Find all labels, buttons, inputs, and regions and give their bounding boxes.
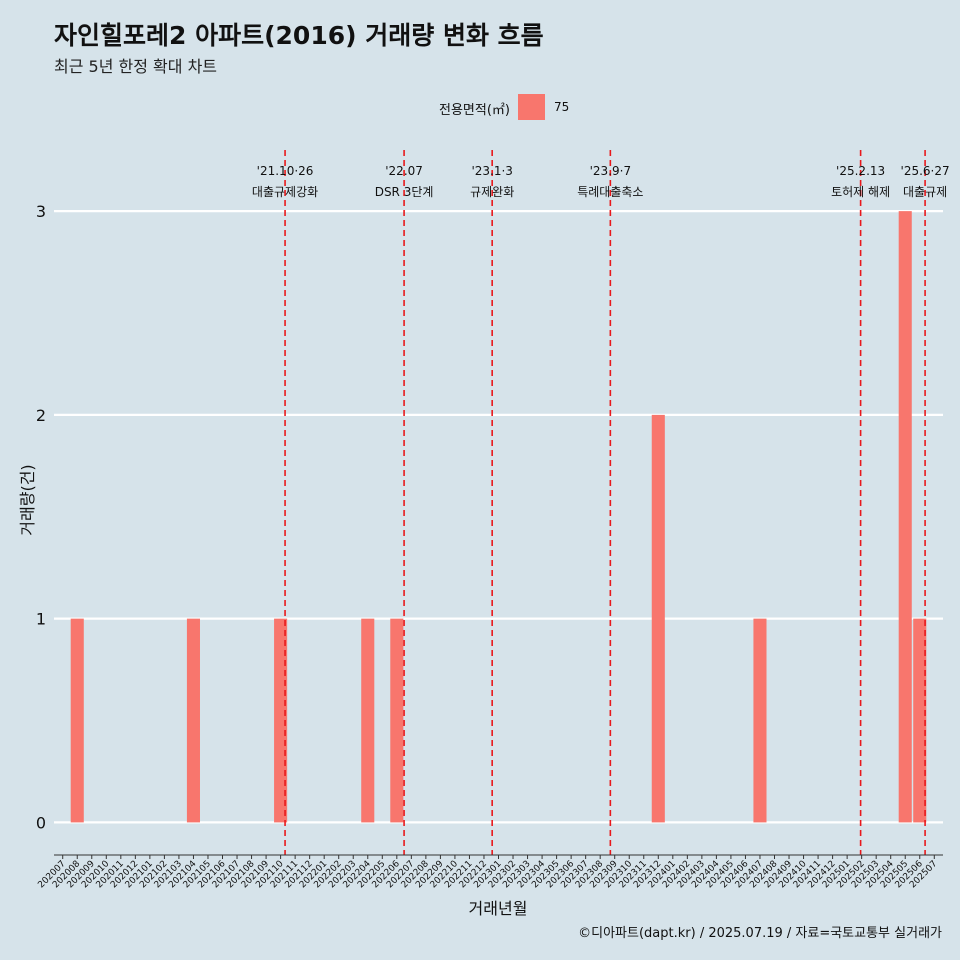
- event-label: 대출규제강화: [252, 185, 318, 199]
- y-tick-label: 1: [36, 610, 46, 629]
- bar: [753, 618, 767, 823]
- chart-title: 자인힐포레2 아파트(2016) 거래량 변화 흐름: [54, 21, 544, 50]
- event-label: DSR 3단계: [375, 185, 434, 199]
- bar: [651, 414, 665, 823]
- event-label: 토허제 해제: [831, 185, 890, 199]
- event-date-label: '23.9·7: [590, 164, 631, 178]
- bar: [70, 618, 84, 823]
- event-date-label: '21.10·26: [257, 164, 314, 178]
- legend-title: 전용면적(㎡): [439, 103, 510, 118]
- event-date-label: '22.07: [385, 164, 423, 178]
- bar: [913, 618, 927, 823]
- y-tick-label: 0: [36, 813, 46, 832]
- y-tick-label: 3: [36, 202, 46, 221]
- event-date-label: '25.6·27: [901, 164, 950, 178]
- bar: [361, 618, 375, 823]
- bar-series: [70, 211, 927, 823]
- legend-swatch: [518, 94, 545, 120]
- x-axis: 2020072020082020092020102020112020122021…: [36, 854, 943, 890]
- bar: [390, 618, 404, 823]
- y-tick-label: 2: [36, 406, 46, 425]
- bar: [186, 618, 200, 823]
- caption: ©디아파트(dapt.kr) / 2025.07.19 / 자료=국토교통부 실…: [578, 926, 942, 941]
- bar: [898, 211, 912, 823]
- legend-item-label: 75: [554, 100, 570, 114]
- event-label: 규제완화: [470, 185, 514, 199]
- event-label: 대출규제: [903, 185, 947, 199]
- event-markers: '21.10·26 대출규제강화 '22.07 DSR 3단계 '23.1·3 규제완화 '…: [252, 150, 950, 855]
- legend: 전용면적(㎡) 75: [0, 93, 960, 121]
- event-date-label: '23.1·3: [471, 164, 512, 178]
- x-axis-title: 거래년월: [469, 899, 528, 918]
- event-label: 특례대출축소: [577, 185, 643, 199]
- event-date-label: '25.2.13: [836, 164, 885, 178]
- bar: [274, 618, 288, 823]
- chart-subtitle: 최근 5년 한정 확대 차트: [54, 57, 218, 76]
- gridlines: [54, 210, 943, 824]
- y-axis: 0 1 2 3: [36, 202, 46, 832]
- y-axis-title: 거래량(건): [18, 464, 37, 535]
